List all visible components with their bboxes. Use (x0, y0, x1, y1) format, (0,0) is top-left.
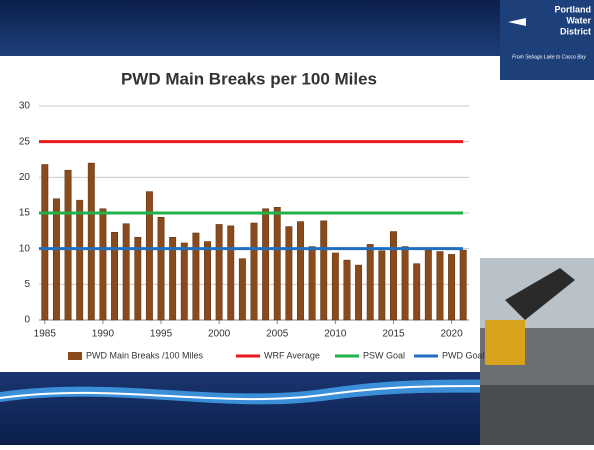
bar (355, 264, 363, 321)
bar (145, 191, 153, 321)
y-tick-label: 10 (19, 243, 31, 254)
bar (448, 254, 456, 321)
bar (273, 207, 281, 321)
bar (111, 232, 118, 321)
bar (52, 198, 60, 321)
bar (157, 217, 165, 321)
bar (204, 241, 211, 321)
header-band (0, 0, 500, 56)
logo-text: District (560, 26, 591, 36)
legend-label: WRF Average (264, 350, 320, 360)
bar (169, 237, 177, 321)
bar (41, 164, 49, 321)
photo-excavator (505, 268, 575, 320)
y-tick-label: 30 (19, 101, 31, 112)
logo-text: Water (566, 15, 591, 25)
wave (0, 378, 594, 405)
bar (262, 208, 270, 321)
y-tick-label: 5 (24, 279, 30, 290)
bar (308, 246, 316, 321)
bar (215, 224, 223, 321)
bar (192, 232, 200, 321)
bar (413, 263, 421, 321)
bar (227, 225, 235, 321)
chart-title: PWD Main Breaks per 100 Miles (121, 69, 377, 88)
bar (401, 246, 409, 321)
bar (459, 249, 467, 321)
x-tick-label: 2005 (266, 329, 289, 340)
bar (436, 251, 444, 321)
logo-text: Portland (554, 4, 591, 14)
logo-box (500, 0, 594, 80)
x-tick-label: 2015 (382, 329, 405, 340)
bar (331, 252, 339, 321)
legend-label: PWD Main Breaks /100 Miles (86, 350, 204, 360)
bar (180, 242, 188, 321)
logo-icon (508, 18, 526, 26)
bar (366, 244, 374, 321)
bar (64, 169, 72, 321)
bar (297, 221, 304, 321)
legend-label: PSW Goal (363, 350, 405, 360)
x-tick-label: 1995 (150, 329, 173, 340)
y-tick-label: 25 (19, 136, 31, 147)
x-tick-label: 1985 (34, 329, 57, 340)
x-tick-label: 2020 (440, 329, 463, 340)
photo-road (480, 385, 594, 445)
bar (122, 223, 130, 321)
legend-label: PWD Goal (442, 350, 485, 360)
x-tick-label: 1990 (92, 329, 115, 340)
bar (87, 162, 95, 321)
bar (390, 231, 397, 321)
x-tick-label: 2010 (324, 329, 347, 340)
bar (76, 199, 84, 321)
legend-swatch (68, 352, 82, 360)
bar (378, 250, 386, 321)
y-tick-label: 20 (19, 172, 31, 183)
y-tick-label: 0 (24, 315, 30, 326)
bar (99, 208, 107, 321)
bar (134, 237, 142, 321)
photo-machine (485, 320, 525, 365)
y-tick-label: 15 (19, 208, 31, 219)
bar (250, 222, 258, 321)
bar (320, 220, 328, 321)
bar (424, 249, 432, 321)
bar (285, 226, 293, 321)
x-tick-label: 2000 (208, 329, 231, 340)
logo-tagline: From Sebago Lake to Casco Bay (512, 54, 586, 60)
bar (238, 258, 246, 321)
bar (343, 259, 351, 321)
